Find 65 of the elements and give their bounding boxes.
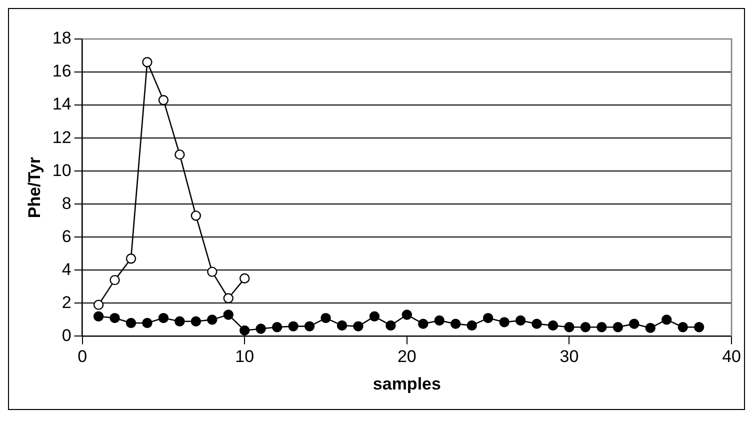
point bbox=[207, 266, 218, 277]
point bbox=[418, 318, 428, 329]
point bbox=[678, 322, 688, 332]
point bbox=[304, 321, 315, 332]
point bbox=[190, 316, 202, 326]
point bbox=[629, 318, 640, 329]
point bbox=[158, 312, 169, 324]
point bbox=[240, 273, 250, 284]
x-tick-label: 30 bbox=[560, 347, 579, 366]
x-tick-label: 20 bbox=[397, 347, 416, 366]
point bbox=[694, 322, 704, 332]
point bbox=[434, 315, 444, 326]
x-axis-title: samples bbox=[372, 374, 441, 394]
point bbox=[612, 322, 624, 332]
point bbox=[320, 312, 331, 324]
point bbox=[142, 57, 152, 68]
point bbox=[336, 320, 348, 331]
point bbox=[126, 318, 136, 328]
point bbox=[174, 316, 185, 326]
y-tick-label: 6 bbox=[62, 226, 72, 246]
point bbox=[158, 94, 169, 106]
point bbox=[353, 321, 364, 332]
point bbox=[450, 318, 461, 329]
point bbox=[142, 318, 152, 328]
point bbox=[288, 321, 298, 332]
point bbox=[190, 210, 202, 221]
point bbox=[126, 254, 136, 264]
point bbox=[548, 320, 558, 331]
point bbox=[532, 318, 542, 329]
y-tick-label: 12 bbox=[52, 128, 72, 147]
point bbox=[369, 311, 380, 322]
y-tick-label: 2 bbox=[62, 292, 72, 312]
y-tick-label: 4 bbox=[62, 260, 72, 279]
point bbox=[223, 293, 234, 304]
point bbox=[272, 322, 282, 332]
point bbox=[466, 320, 477, 331]
x-tick-label: 40 bbox=[722, 347, 742, 366]
y-tick-label: 0 bbox=[62, 326, 72, 345]
point bbox=[93, 300, 104, 310]
point bbox=[662, 314, 672, 325]
point bbox=[223, 310, 234, 320]
point bbox=[580, 322, 591, 332]
point bbox=[93, 311, 104, 322]
point bbox=[564, 322, 574, 332]
point bbox=[515, 315, 526, 326]
y-tick-label: 16 bbox=[52, 62, 72, 81]
point bbox=[207, 314, 218, 325]
point bbox=[174, 149, 185, 160]
x-tick-label: 10 bbox=[235, 347, 254, 366]
point bbox=[110, 312, 120, 324]
point bbox=[386, 320, 396, 331]
x-tick-label: 0 bbox=[78, 347, 88, 366]
point bbox=[402, 310, 412, 320]
point bbox=[499, 317, 510, 328]
y-axis-title: Phe/Tyr bbox=[24, 156, 44, 218]
point bbox=[240, 325, 250, 336]
y-tick-label: 10 bbox=[52, 160, 72, 180]
y-tick-label: 18 bbox=[52, 28, 72, 48]
y-tick-label: 14 bbox=[52, 94, 72, 114]
point bbox=[482, 312, 494, 324]
point bbox=[256, 324, 266, 334]
point bbox=[596, 322, 607, 332]
point bbox=[645, 322, 656, 334]
point bbox=[110, 274, 120, 286]
y-tick-label: 8 bbox=[62, 194, 72, 213]
